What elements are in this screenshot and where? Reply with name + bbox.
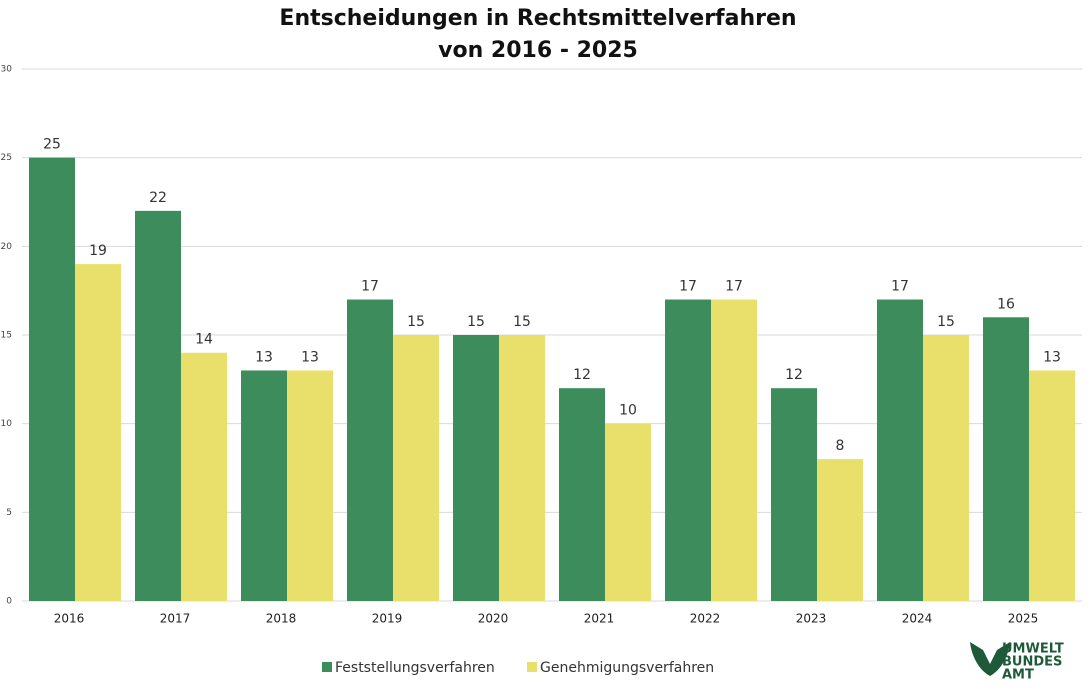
value-label: 22 (149, 190, 167, 206)
y-tick-label: 20 (1, 242, 13, 252)
legend-swatch (527, 662, 537, 672)
value-label: 8 (836, 438, 845, 454)
bar (711, 299, 757, 601)
bar (453, 335, 499, 601)
x-tick-label: 2023 (796, 612, 827, 626)
bar (393, 335, 439, 601)
y-tick-label: 5 (6, 508, 12, 518)
bar (983, 317, 1029, 601)
value-label: 15 (467, 314, 485, 330)
logo-icon (970, 642, 1010, 676)
logo-text: AMT (1002, 668, 1034, 683)
bar (605, 423, 651, 601)
value-label: 13 (301, 349, 319, 365)
value-label: 17 (679, 279, 697, 295)
value-label: 10 (619, 403, 637, 419)
legend-label: Feststellungsverfahren (335, 660, 495, 676)
bar (923, 335, 969, 601)
y-tick-label: 15 (1, 331, 12, 341)
bar (287, 370, 333, 601)
value-label: 14 (195, 332, 213, 348)
chart-subtitle: von 2016 - 2025 (438, 38, 638, 63)
bar (75, 264, 121, 601)
logo-text: BUNDES (1002, 655, 1062, 670)
y-tick-label: 0 (6, 597, 12, 607)
y-tick-label: 30 (1, 65, 13, 75)
value-label: 13 (1043, 349, 1061, 365)
bar (665, 299, 711, 601)
bar (347, 299, 393, 601)
value-label: 12 (785, 367, 803, 383)
value-label: 15 (407, 314, 425, 330)
bar (135, 210, 181, 601)
bar (1029, 370, 1075, 601)
value-label: 17 (891, 279, 909, 295)
value-label: 15 (513, 314, 531, 330)
x-tick-label: 2017 (160, 612, 191, 626)
value-label: 17 (361, 279, 379, 295)
chart-title: Entscheidungen in Rechtsmittelverfahren (279, 6, 796, 31)
bar (817, 459, 863, 601)
logo-text: UMWELT (1002, 642, 1064, 657)
x-tick-label: 2020 (478, 612, 509, 626)
bar (771, 388, 817, 601)
value-label: 15 (937, 314, 955, 330)
value-label: 12 (573, 367, 591, 383)
y-tick-label: 10 (1, 419, 13, 429)
value-label: 19 (89, 243, 107, 259)
x-tick-label: 2021 (584, 612, 615, 626)
bar (877, 299, 923, 601)
bar (559, 388, 605, 601)
value-label: 13 (255, 349, 273, 365)
x-tick-label: 2024 (902, 612, 933, 626)
bar (181, 352, 227, 601)
value-label: 25 (43, 137, 61, 153)
value-label: 16 (997, 296, 1015, 312)
bar (499, 335, 545, 601)
legend-swatch (322, 662, 332, 672)
bar (241, 370, 287, 601)
value-label: 17 (725, 279, 743, 295)
x-tick-label: 2019 (372, 612, 403, 626)
x-tick-label: 2025 (1008, 612, 1039, 626)
x-tick-label: 2016 (54, 612, 85, 626)
logo: UMWELT BUNDES AMT (970, 642, 1064, 683)
x-tick-label: 2022 (690, 612, 721, 626)
y-tick-label: 25 (1, 153, 12, 163)
bar (29, 157, 75, 601)
legend-label: Genehmigungsverfahren (540, 660, 714, 676)
x-tick-label: 2018 (266, 612, 297, 626)
